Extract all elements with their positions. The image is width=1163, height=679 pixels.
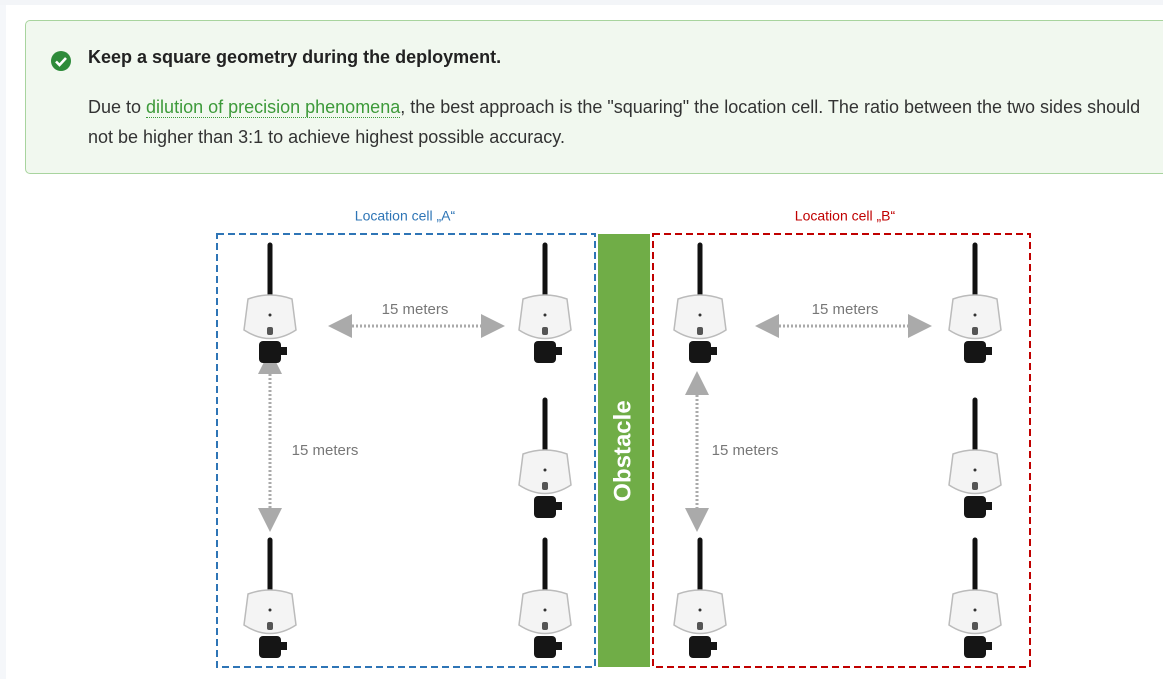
device-connector bbox=[259, 636, 281, 658]
device-connector bbox=[689, 341, 711, 363]
device bbox=[243, 242, 297, 363]
device-vent bbox=[697, 622, 703, 630]
device-vent bbox=[697, 327, 703, 335]
cell-b bbox=[652, 233, 1031, 668]
callout bbox=[25, 20, 1163, 174]
device-connector bbox=[964, 636, 986, 658]
device-led bbox=[698, 608, 702, 612]
callout-text: Due to dilution of precision phenomena, … bbox=[88, 92, 1150, 152]
top-bar bbox=[0, 0, 1163, 5]
device-led bbox=[268, 608, 272, 612]
device-connector bbox=[534, 636, 556, 658]
left-bar bbox=[0, 5, 6, 679]
device-led bbox=[973, 313, 977, 317]
text: , the best approach is the "squaring" th… bbox=[88, 97, 1141, 147]
device-connector bbox=[986, 642, 992, 650]
device bbox=[948, 537, 1002, 658]
device-vent bbox=[542, 622, 548, 630]
device bbox=[518, 537, 572, 658]
device-connector bbox=[556, 642, 562, 650]
device-connector bbox=[534, 341, 556, 363]
device-body bbox=[518, 294, 572, 340]
check-icon bbox=[51, 51, 71, 71]
device-body bbox=[948, 589, 1002, 635]
device-body bbox=[673, 294, 727, 340]
device bbox=[673, 537, 727, 658]
distance-label: 15 meters bbox=[712, 442, 779, 459]
link[interactable]: dilution of precision phenomena bbox=[146, 97, 401, 118]
device bbox=[948, 397, 1002, 518]
device bbox=[243, 537, 297, 658]
device-body bbox=[518, 449, 572, 495]
device bbox=[518, 242, 572, 363]
callout-title: Keep a square geometry during the deploy… bbox=[88, 47, 502, 67]
device bbox=[518, 397, 572, 518]
cell-b-label: Location cell „B“ bbox=[795, 208, 896, 224]
device-connector bbox=[281, 642, 287, 650]
device-connector bbox=[986, 502, 992, 510]
distance-label: 15 meters bbox=[382, 301, 449, 318]
device-body bbox=[243, 294, 297, 340]
device-connector bbox=[259, 341, 281, 363]
device-connector bbox=[986, 347, 992, 355]
device-connector bbox=[281, 347, 287, 355]
device-vent bbox=[267, 327, 273, 335]
device-body bbox=[948, 294, 1002, 340]
device-vent bbox=[267, 622, 273, 630]
cell-a-label: Location cell „A“ bbox=[355, 208, 456, 224]
device-vent bbox=[542, 482, 548, 490]
device-connector bbox=[556, 502, 562, 510]
device-led bbox=[543, 468, 547, 472]
device-vent bbox=[972, 622, 978, 630]
device-led bbox=[543, 313, 547, 317]
device-body bbox=[243, 589, 297, 635]
cell-a bbox=[216, 233, 596, 668]
device-connector bbox=[556, 347, 562, 355]
device-connector bbox=[711, 347, 717, 355]
text: Due to bbox=[88, 97, 147, 117]
device-led bbox=[973, 608, 977, 612]
device-led bbox=[543, 608, 547, 612]
device-led bbox=[973, 468, 977, 472]
device-vent bbox=[972, 327, 978, 335]
device-connector bbox=[964, 496, 986, 518]
device-vent bbox=[972, 482, 978, 490]
device-connector bbox=[689, 636, 711, 658]
device-connector bbox=[534, 496, 556, 518]
obstacle-label: Obstacle bbox=[609, 400, 636, 501]
device-led bbox=[698, 313, 702, 317]
device-vent bbox=[542, 327, 548, 335]
device-body bbox=[948, 449, 1002, 495]
device-body bbox=[518, 589, 572, 635]
distance-label: 15 meters bbox=[292, 442, 359, 459]
device bbox=[673, 242, 727, 363]
device-led bbox=[268, 313, 272, 317]
device bbox=[948, 242, 1002, 363]
device-connector bbox=[964, 341, 986, 363]
obstacle bbox=[598, 234, 650, 667]
device-connector bbox=[711, 642, 717, 650]
distance-label: 15 meters bbox=[812, 301, 879, 318]
device-body bbox=[673, 589, 727, 635]
